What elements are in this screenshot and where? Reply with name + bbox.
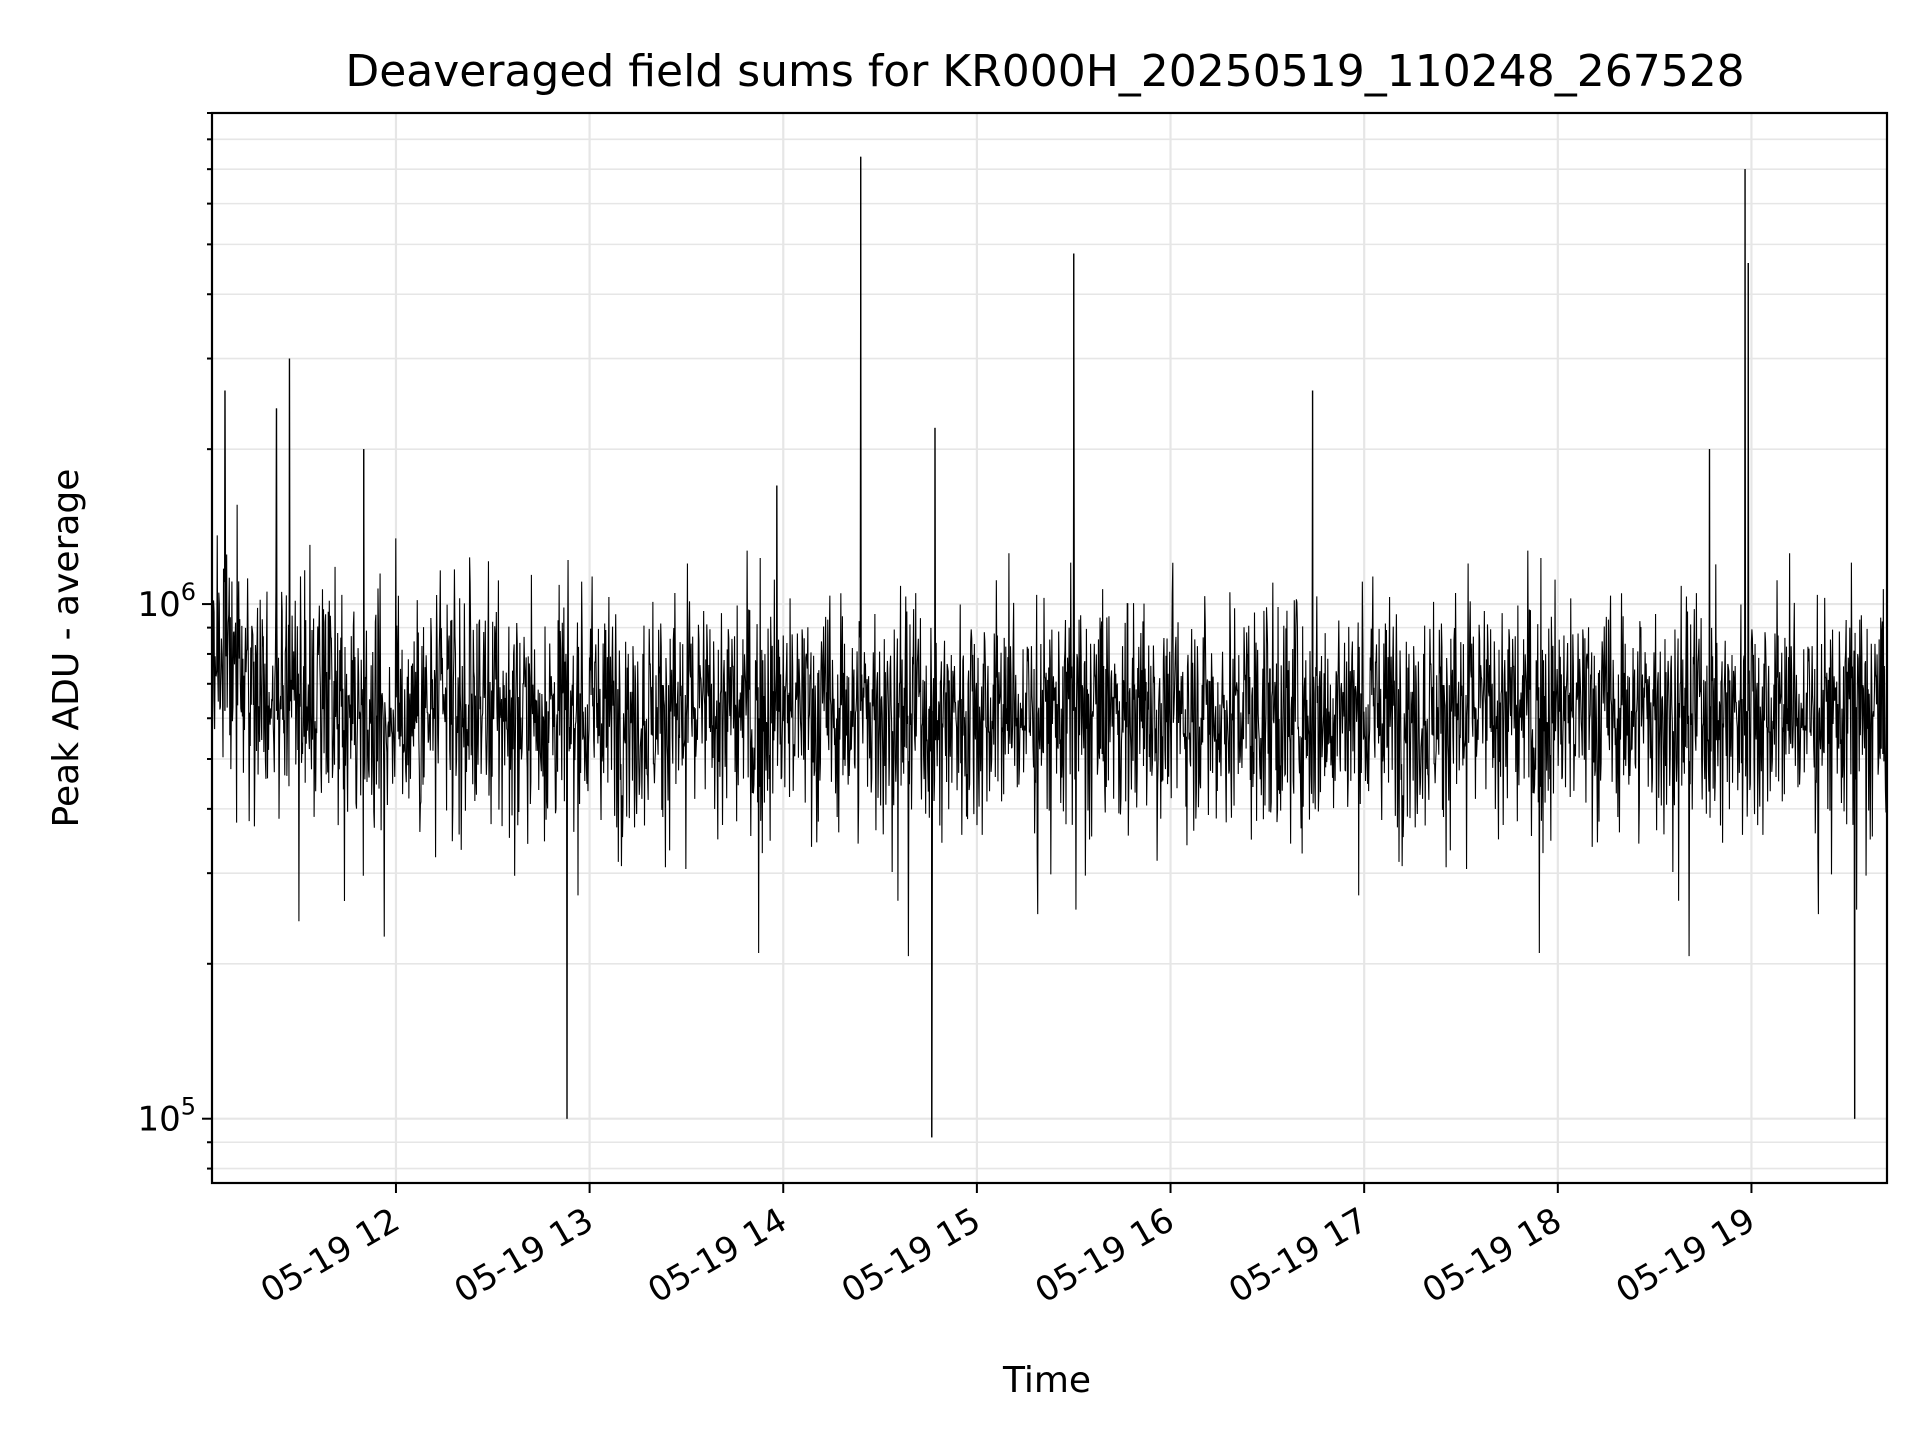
series-path [211,156,1888,1138]
y-axis-ticks: 105 106 [137,112,212,1170]
y-axis-label: Peak ADU - average [46,469,87,828]
plot-frame [210,111,1889,1185]
chart-title: Deaveraged field sums for KR000H_2025051… [345,46,1744,97]
x-axis-label: Time [1002,1360,1091,1401]
y-tick-label: 106 [137,578,196,625]
series-line [211,156,1888,1138]
y-tick-label: 105 [137,1093,196,1140]
